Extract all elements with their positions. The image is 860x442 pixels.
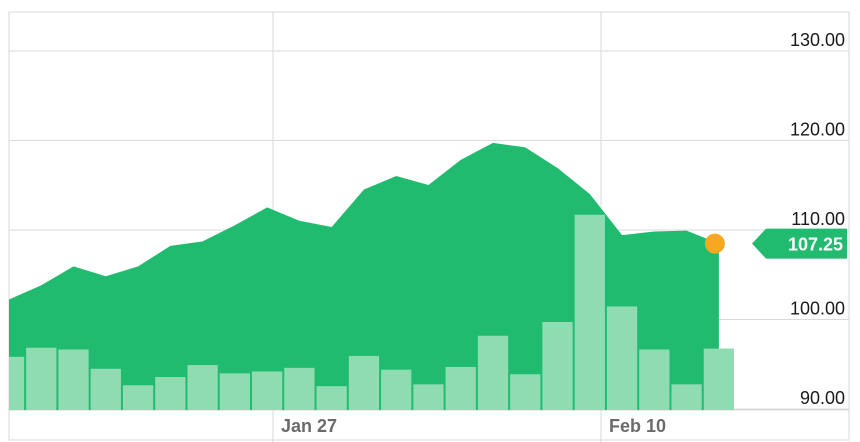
volume-bar: [477, 335, 509, 410]
volume-bars-overlay: [9, 214, 734, 410]
volume-bar: [58, 349, 89, 410]
x-axis: Jan 27 Feb 10: [281, 416, 666, 436]
volume-bar: [606, 306, 638, 410]
volume-bar: [413, 384, 444, 410]
volume-bar: [122, 385, 154, 410]
volume-bar: [187, 365, 218, 410]
last-price-badge-bg: [752, 228, 847, 259]
volume-bar: [381, 369, 412, 410]
volume-bar: [445, 366, 476, 410]
volume-bar: [639, 349, 670, 410]
y-axis: 130.00 120.00 110.00 100.00 90.00: [790, 30, 845, 408]
volume-bar: [155, 377, 186, 410]
volume-bar: [26, 347, 57, 410]
volume-bar: [316, 386, 347, 410]
last-price-badge: 107.25: [752, 228, 847, 259]
volume-bar: [574, 214, 605, 410]
volume-bar: [671, 384, 702, 410]
volume-bar: [510, 374, 541, 410]
last-price-marker: [704, 233, 725, 254]
volume-bar: [703, 348, 734, 410]
volume-bar: [219, 373, 250, 410]
volume-bar: [252, 371, 283, 410]
y-tick-label: 110.00: [791, 209, 845, 229]
price-area: [9, 142, 719, 411]
y-tick-label: 100.00: [790, 299, 845, 319]
volume-bar: [284, 367, 315, 410]
y-tick-label: 120.00: [790, 120, 845, 140]
volume-bar: [542, 322, 573, 410]
x-tick-label: Feb 10: [609, 416, 666, 436]
last-price-label: 107.25: [788, 235, 843, 255]
volume-bar: [9, 356, 25, 410]
x-tick-label: Jan 27: [281, 416, 337, 436]
volume-bar: [348, 355, 380, 410]
y-tick-label: 90.00: [800, 388, 845, 408]
plot-frame: [8, 11, 850, 441]
volume-bar: [90, 368, 121, 410]
y-tick-label: 130.00: [790, 30, 845, 50]
